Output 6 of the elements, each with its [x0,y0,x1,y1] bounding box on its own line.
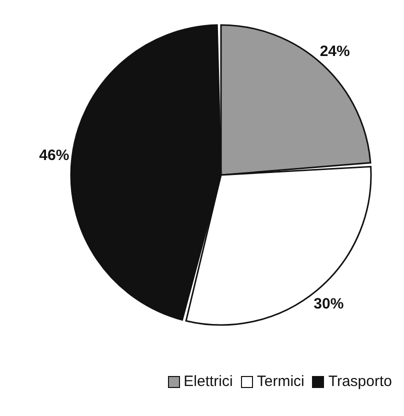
data-label: 24% [320,42,350,60]
legend-label: Termici [256,373,304,390]
data-label: 30% [314,295,344,312]
legend-label: Trasporto [328,373,392,390]
data-label: 46% [39,146,70,164]
legend-label: Elettrici [184,373,233,390]
